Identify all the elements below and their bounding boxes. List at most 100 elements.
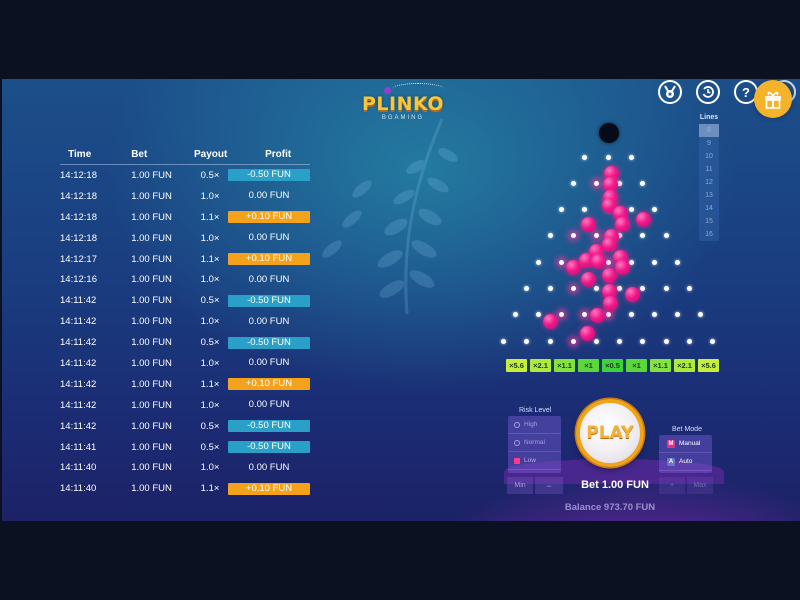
plinko-ball (580, 216, 596, 232)
lines-option-9[interactable]: 9 (707, 140, 711, 147)
risk-option-high[interactable]: High (508, 416, 561, 434)
peg (524, 286, 530, 291)
cell-bet: 1.00 FUN (131, 295, 172, 307)
peg (617, 233, 623, 239)
cell-payout: 1.1× (200, 483, 220, 495)
max-bet-button[interactable]: Max (687, 477, 713, 494)
cell-payout: 1.0× (200, 274, 220, 286)
peg (547, 286, 553, 291)
table-row: 14:12:16 1.00 FUN 1.0× 0.00 FUN (60, 269, 310, 290)
bet-history-table: Time Bet Payout Profit 14:12:18 1.00 FUN 0… (60, 145, 310, 499)
cell-payout: 1.0× (200, 399, 220, 411)
peg (501, 338, 507, 344)
cell-profit: 0.00 FUN (248, 232, 290, 244)
cell-profit: 0.00 FUN (248, 357, 290, 369)
cell-profit: 0.00 FUN (248, 273, 290, 285)
cell-bet: 1.00 FUN (131, 462, 172, 474)
table-row: 14:11:40 1.00 FUN 1.1× +0.10 FUN (60, 478, 310, 499)
table-row: 14:11:40 1.00 FUN 1.0× 0.00 FUN (60, 457, 310, 478)
peg (593, 180, 599, 186)
cell-time: 14:11:40 (60, 462, 97, 474)
decrease-bet-button[interactable]: − (535, 477, 563, 494)
peg (628, 154, 634, 160)
plinko-ball (578, 252, 594, 268)
lines-option-15[interactable]: 15 (705, 218, 713, 225)
table-header: Time Bet Payout Profit (60, 145, 310, 165)
cell-bet: 1.00 FUN (131, 190, 172, 202)
lines-option-11[interactable]: 11 (705, 166, 713, 173)
gift-button[interactable] (754, 80, 792, 118)
cell-time: 14:11:42 (60, 295, 97, 307)
peg (640, 233, 646, 239)
lines-option-8[interactable]: 8 (699, 124, 719, 137)
plinko-ball (601, 197, 617, 213)
peg (617, 286, 623, 291)
multiplier-slot: ×1 (626, 359, 647, 372)
history-clock-icon[interactable] (696, 80, 720, 104)
cell-profit: 0.00 FUN (248, 461, 290, 473)
cell-profit: -0.50 FUN (228, 441, 310, 454)
header-profit: Profit (265, 149, 292, 160)
risk-option-low[interactable]: Low (508, 452, 561, 470)
peg (651, 259, 657, 265)
play-button[interactable]: PLAY (576, 399, 644, 467)
peg (570, 233, 576, 239)
bet-mode-auto[interactable]: A Auto (659, 453, 712, 471)
plinko-ball (602, 295, 618, 311)
peg (675, 259, 681, 265)
cell-time: 14:12:16 (60, 274, 97, 286)
bet-controls: Min − Bet 1.00 FUN + Max (507, 477, 713, 495)
cell-time: 14:12:18 (60, 211, 97, 223)
peg (570, 180, 576, 186)
peg (640, 286, 646, 291)
lines-list: 8 9 10 11 12 13 14 15 16 (699, 124, 719, 241)
bet-mode-manual[interactable]: M Manual (659, 435, 712, 453)
multiplier-slot: ×1.1 (650, 359, 671, 372)
cell-time: 14:12:18 (60, 190, 97, 202)
bet-mode-label: Manual (679, 440, 701, 447)
risk-option-normal[interactable]: Normal (508, 434, 561, 452)
table-row: 14:12:18 1.00 FUN 1.0× 0.00 FUN (60, 228, 310, 249)
risk-option-label: Normal (524, 439, 545, 446)
cell-bet: 1.00 FUN (131, 337, 172, 349)
plinko-ball (565, 259, 581, 275)
plinko-ball (542, 313, 558, 329)
peg (559, 312, 565, 318)
cell-profit: +0.10 FUN (228, 378, 310, 391)
peg (605, 154, 611, 160)
multiplier-slot: ×1 (578, 359, 599, 372)
min-bet-button[interactable]: Min (507, 477, 533, 494)
risk-normal-icon (514, 439, 520, 446)
lines-option-12[interactable]: 12 (705, 179, 713, 186)
multiplier-slot: ×5.6 (506, 359, 527, 372)
plinko-ball (635, 211, 651, 227)
peg (593, 286, 599, 291)
peg (640, 338, 646, 344)
achievements-medal-icon[interactable] (658, 80, 682, 104)
peg (605, 259, 611, 265)
cell-bet: 1.00 FUN (131, 274, 172, 286)
cell-bet: 1.00 FUN (131, 420, 172, 432)
cell-payout: 1.0× (200, 232, 220, 244)
peg (709, 338, 715, 344)
cell-profit: -0.50 FUN (228, 169, 310, 182)
lines-option-13[interactable]: 13 (705, 192, 713, 199)
cell-payout: 1.0× (200, 357, 220, 369)
lines-option-16[interactable]: 16 (705, 231, 713, 238)
cell-time: 14:11:42 (60, 399, 97, 411)
risk-option-label: Low (524, 457, 536, 464)
cell-bet: 1.00 FUN (131, 316, 172, 328)
cell-time: 14:12:18 (60, 232, 97, 244)
lines-option-14[interactable]: 14 (705, 205, 713, 212)
table-body: 14:12:18 1.00 FUN 0.5× -0.50 FUN 14:12:18 1.0… (60, 165, 310, 499)
increase-bet-button[interactable]: + (659, 477, 685, 494)
table-row: 14:11:42 1.00 FUN 1.0× 0.00 FUN (60, 353, 310, 374)
multiplier-slot: ×5.6 (698, 359, 719, 372)
play-label: PLAY (586, 423, 634, 443)
cell-payout: 0.5× (200, 337, 220, 349)
cell-profit: +0.10 FUN (228, 253, 310, 265)
plinko-ball (614, 259, 630, 275)
lines-option-10[interactable]: 10 (705, 153, 713, 160)
multiplier-slot: ×1.1 (554, 359, 575, 372)
